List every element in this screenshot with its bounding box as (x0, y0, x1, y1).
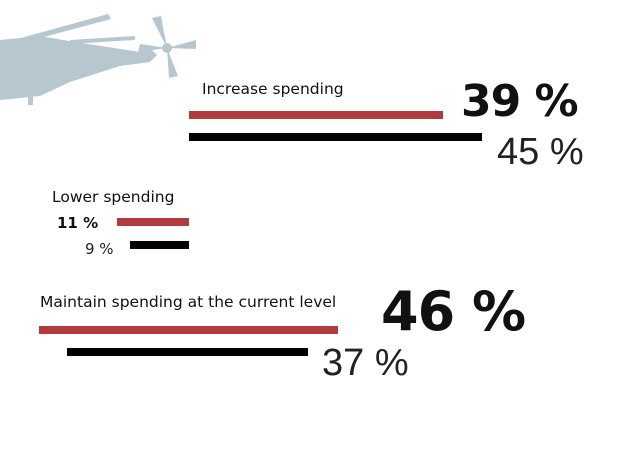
value-label-increase-series-b: 45 % (497, 131, 584, 173)
bar-increase-series-a (189, 111, 443, 119)
category-label-maintain: Maintain spending at the current level (40, 293, 337, 311)
value-label-lower-series-a: 11 % (57, 214, 99, 232)
bar-maintain-series-b (67, 348, 308, 356)
bar-maintain-series-a (39, 326, 338, 334)
category-label-lower: Lower spending (52, 188, 175, 206)
bar-increase-series-b (189, 133, 482, 141)
bar-lower-series-a (117, 218, 189, 226)
helicopter-icon (0, 14, 196, 105)
value-label-lower-series-b: 9 % (85, 240, 114, 258)
value-label-increase-series-a: 39 % (461, 76, 579, 127)
value-label-maintain-series-a: 46 % (381, 280, 526, 343)
value-label-maintain-series-b: 37 % (322, 342, 409, 384)
bar-lower-series-b (130, 241, 189, 249)
category-label-increase: Increase spending (202, 80, 344, 98)
